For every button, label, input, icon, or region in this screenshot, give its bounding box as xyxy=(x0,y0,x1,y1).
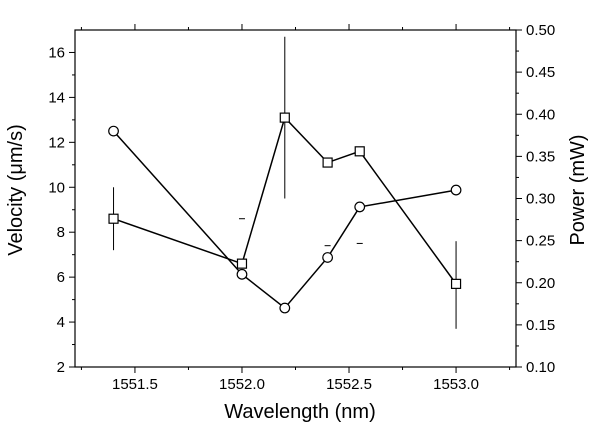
data-point-circle xyxy=(279,302,291,314)
y-axis-left-title: Velocity (μm/s) xyxy=(5,124,27,256)
y-left-tick-label: 2 xyxy=(57,359,65,376)
data-point-circle xyxy=(450,184,462,196)
data-point-square xyxy=(279,112,290,123)
y-left-tick-label: 14 xyxy=(48,89,65,106)
x-tick-label: 1551.5 xyxy=(112,376,158,393)
y-axis-right-title: Power (mW) xyxy=(567,134,589,245)
x-tick-label: 1553.0 xyxy=(433,376,479,393)
data-point-square xyxy=(354,146,365,157)
y-right-tick-label: 0.45 xyxy=(526,64,555,81)
x-tick-label: 1552.5 xyxy=(326,376,372,393)
plot-frame xyxy=(74,29,517,368)
data-point-square xyxy=(108,213,119,224)
data-point-circle xyxy=(108,125,119,137)
y-left-tick-label: 4 xyxy=(57,314,65,331)
data-point-square xyxy=(450,278,462,289)
y-left-tick-label: 6 xyxy=(57,269,65,286)
series-circle-line xyxy=(112,130,457,310)
y-left-tick-label: 8 xyxy=(57,224,65,241)
y-right-tick-label: 0.10 xyxy=(526,359,555,376)
y-right-tick-label: 0.25 xyxy=(526,233,555,250)
data-point-circle xyxy=(322,252,334,263)
y-right-tick-label: 0.40 xyxy=(526,106,555,123)
y-right-tick-label: 0.35 xyxy=(526,148,555,165)
data-point-circle xyxy=(236,268,248,280)
y-right-tick-label: 0.15 xyxy=(526,317,555,334)
y-left-tick-label: 16 xyxy=(48,44,65,61)
y-left-tick-label: 10 xyxy=(48,179,65,196)
series-square-line xyxy=(113,116,457,285)
x-tick-label: 1552.0 xyxy=(219,376,265,393)
y-right-tick-label: 0.50 xyxy=(526,22,555,39)
data-point-square xyxy=(236,258,248,269)
data-point-square xyxy=(322,157,333,168)
y-right-tick-label: 0.20 xyxy=(526,275,555,292)
x-axis-title: Wavelength (nm) xyxy=(224,401,376,423)
y-right-tick-label: 0.30 xyxy=(526,191,555,208)
data-point-circle xyxy=(354,201,366,213)
y-left-tick-label: 12 xyxy=(48,134,65,151)
